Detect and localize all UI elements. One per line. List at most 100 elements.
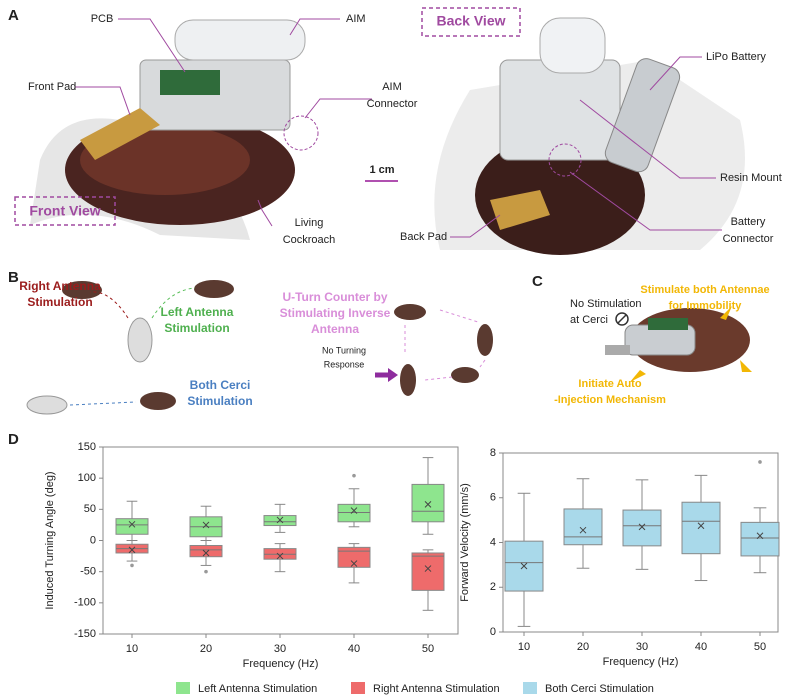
panel-b-label: Response (324, 359, 365, 369)
mean-marker (638, 523, 646, 531)
legend-label: Both Cerci Stimulation (545, 683, 654, 695)
front-pad (80, 108, 160, 160)
y-tick-label: -100 (74, 597, 96, 609)
panel-c-label: -Injection Mechanism (554, 394, 666, 406)
callout-label: LiPo Battery (706, 51, 766, 63)
y-tick-label: -50 (80, 566, 96, 578)
front-view-title: Front View (29, 203, 100, 219)
panel-b-label: Stimulation (187, 394, 252, 408)
callout-label: Connector (367, 98, 418, 110)
panel-letter: B (8, 269, 19, 286)
battery-connector-circle (548, 143, 582, 177)
mean-marker (424, 565, 432, 572)
outlier (204, 569, 208, 574)
panel-d-area (0, 430, 800, 695)
x-axis-label: Frequency (Hz) (243, 658, 319, 670)
panel-c-label: Stimulate both Antennae (640, 284, 769, 296)
mean-marker (202, 549, 210, 557)
mean-marker (276, 552, 284, 560)
y-tick-label: 0 (90, 534, 96, 546)
box (337, 546, 371, 568)
x-tick-label: 40 (695, 641, 707, 653)
legend-label: Left Antenna Stimulation (198, 683, 317, 695)
box (411, 483, 445, 523)
callout-label: AIM (346, 13, 366, 25)
resin-mount-back (499, 59, 621, 161)
outlier (352, 473, 356, 478)
panel-letter: D (8, 431, 19, 448)
x-tick-label: 20 (577, 641, 589, 653)
y-tick-label: 0 (490, 626, 496, 638)
callout-label: Cockroach (283, 234, 336, 246)
panel-b-label: Both Cerci (190, 378, 251, 392)
box (681, 501, 721, 555)
panel-c-label: for Immobility (669, 300, 743, 312)
callout-label: Battery (731, 216, 766, 228)
back-view-title: Back View (436, 13, 505, 29)
mean-marker (579, 526, 587, 534)
box (622, 509, 662, 547)
mean-marker (202, 521, 210, 529)
plot-frame (102, 446, 459, 635)
front-view-box (14, 196, 116, 226)
callout-lines (75, 18, 722, 238)
panel-c-illustration (605, 306, 752, 382)
y-tick-label: 2 (490, 581, 496, 593)
y-tick-label: 8 (490, 447, 496, 459)
mean-marker (276, 516, 284, 524)
callout-label: Back Pad (400, 231, 447, 243)
legend-swatch (523, 682, 537, 694)
callout-label: Connector (723, 233, 774, 245)
callout-label: Living (295, 217, 324, 229)
outlier (758, 460, 762, 464)
callout-label: 1 cm (369, 164, 394, 176)
x-tick-label: 40 (348, 643, 360, 655)
panel-b-label: No Turning (322, 345, 366, 355)
x-tick-label: 50 (754, 641, 766, 653)
box (740, 521, 780, 557)
y-tick-label: 100 (78, 472, 96, 484)
x-tick-label: 50 (422, 643, 434, 655)
lipo-battery (604, 58, 681, 173)
mean-marker (128, 546, 136, 554)
legend-swatch (176, 682, 190, 694)
panel-b-label: Stimulation (27, 295, 92, 309)
panel-b-label: Stimulating Inverse (280, 306, 391, 320)
box (411, 552, 445, 591)
callout-label: Resin Mount (720, 172, 782, 184)
panel-b-label: Left Antenna (161, 305, 234, 319)
mean-marker (697, 522, 705, 530)
callout-label: AIM (382, 81, 402, 93)
panel-b-label: Antenna (311, 322, 359, 336)
mean-marker (424, 500, 432, 508)
panel-b-illustration (26, 280, 493, 415)
pcb-front (160, 70, 220, 95)
box (189, 544, 223, 558)
mean-marker (756, 532, 764, 540)
mean-marker (350, 560, 358, 567)
y-axis-label: Induced Turning Angle (deg) (44, 471, 56, 609)
box (115, 518, 149, 535)
x-tick-label: 10 (126, 643, 138, 655)
aim-back (539, 17, 606, 74)
outlier (130, 563, 134, 568)
mean-marker (350, 507, 358, 514)
panel-b-label: Stimulation (164, 321, 229, 335)
cockroach-back (475, 135, 645, 255)
y-tick-label: 4 (490, 536, 496, 548)
x-axis-label: Frequency (Hz) (603, 656, 679, 668)
aim-connector-circle (283, 115, 319, 151)
panel-letter: C (532, 273, 543, 290)
box (563, 508, 603, 546)
panel-b-label: U-Turn Counter by (282, 290, 387, 304)
x-tick-label: 30 (274, 643, 286, 655)
mean-marker (520, 562, 528, 570)
back-view-box (421, 7, 521, 37)
callout-label: Front Pad (28, 81, 76, 93)
y-tick-label: -150 (74, 628, 96, 640)
y-axis-label: Forward Velocity (mm/s) (459, 483, 471, 602)
panel-c-label: Initiate Auto (578, 378, 641, 390)
box (337, 503, 371, 523)
